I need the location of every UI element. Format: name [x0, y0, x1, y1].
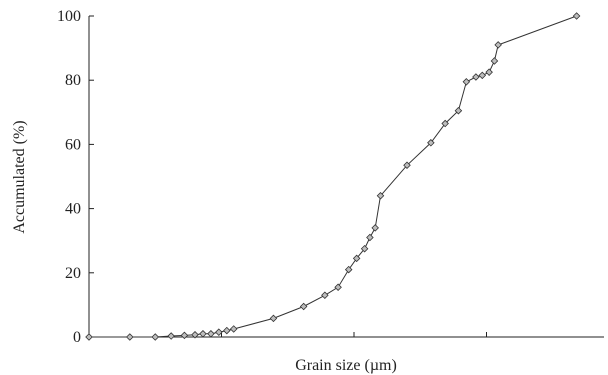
- series: [89, 15, 577, 338]
- data-point: [299, 302, 308, 311]
- data-point: [403, 161, 411, 170]
- data-point: [334, 283, 342, 292]
- data-point: [427, 139, 435, 147]
- data-point: [180, 331, 189, 340]
- data-point: [441, 119, 449, 128]
- data-point: [167, 332, 175, 340]
- data-point: [151, 333, 160, 341]
- markers: [85, 12, 581, 341]
- data-point: [207, 330, 215, 338]
- y-tick-label: 40: [65, 201, 81, 218]
- data-point: [344, 265, 353, 274]
- axes: [88, 16, 604, 338]
- y-axis-title: Accumulated (%): [11, 120, 28, 233]
- data-point: [352, 254, 361, 263]
- data-point: [126, 333, 134, 341]
- data-point: [490, 57, 499, 65]
- data-point: [229, 325, 238, 333]
- data-point: [371, 224, 379, 232]
- x-axis-title: Grain size (µm): [295, 357, 397, 374]
- data-point: [85, 333, 93, 341]
- data-point: [472, 73, 480, 81]
- data-point: [494, 41, 502, 49]
- data-point: [223, 326, 231, 335]
- data-point: [462, 78, 471, 86]
- data-point: [454, 106, 463, 115]
- data-point: [572, 12, 581, 20]
- y-ticks: 0 20 40 60 80 100: [57, 8, 94, 346]
- y-tick-label: 80: [65, 72, 81, 89]
- series-line: [89, 15, 577, 338]
- data-point: [366, 233, 374, 242]
- data-point: [215, 328, 223, 336]
- y-tick-label: 20: [65, 265, 81, 282]
- data-point: [485, 68, 493, 76]
- data-point: [321, 291, 329, 300]
- y-tick-label: 0: [73, 329, 81, 346]
- x-ticks: [221, 332, 487, 337]
- data-point: [191, 330, 199, 339]
- data-point: [199, 330, 207, 338]
- data-point: [376, 191, 385, 200]
- data-point: [269, 314, 278, 323]
- data-point: [478, 71, 487, 80]
- y-tick-label: 60: [65, 136, 81, 153]
- data-point: [360, 244, 369, 253]
- y-tick-label: 100: [57, 8, 81, 25]
